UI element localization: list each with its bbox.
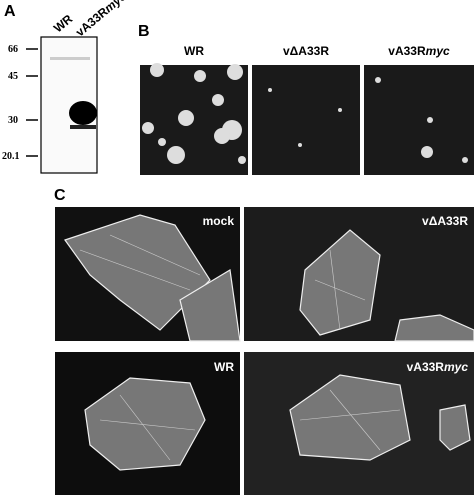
band <box>70 125 96 129</box>
image-label: vΔA33R <box>422 214 468 228</box>
marker-label: 20.1 <box>2 151 20 162</box>
lane-label: vA33Rmyc <box>73 0 129 39</box>
lane-label: WR <box>51 12 76 36</box>
cells <box>64 214 474 471</box>
panel-label: A <box>4 3 16 20</box>
image-label: WR <box>214 360 234 374</box>
image-label: vA33Rmyc <box>407 360 469 374</box>
band <box>69 101 97 125</box>
image-label: mock <box>203 214 235 228</box>
markers: 66 45 30 20.1 <box>2 44 38 162</box>
plaque-image <box>364 65 474 175</box>
fibers <box>79 234 401 461</box>
column-label: vA33Rmyc <box>388 44 450 58</box>
column-label: WR <box>184 44 204 58</box>
panel-label: B <box>138 23 150 40</box>
marker-label: 30 <box>8 115 18 126</box>
marker-label: 45 <box>8 71 18 82</box>
panel-label: C <box>54 187 66 204</box>
marker-label: 66 <box>8 44 18 55</box>
band <box>50 57 90 60</box>
plaques <box>142 63 468 164</box>
column-label: vΔA33R <box>283 44 329 58</box>
plaque-image <box>252 65 360 175</box>
plaque-image <box>140 65 248 175</box>
